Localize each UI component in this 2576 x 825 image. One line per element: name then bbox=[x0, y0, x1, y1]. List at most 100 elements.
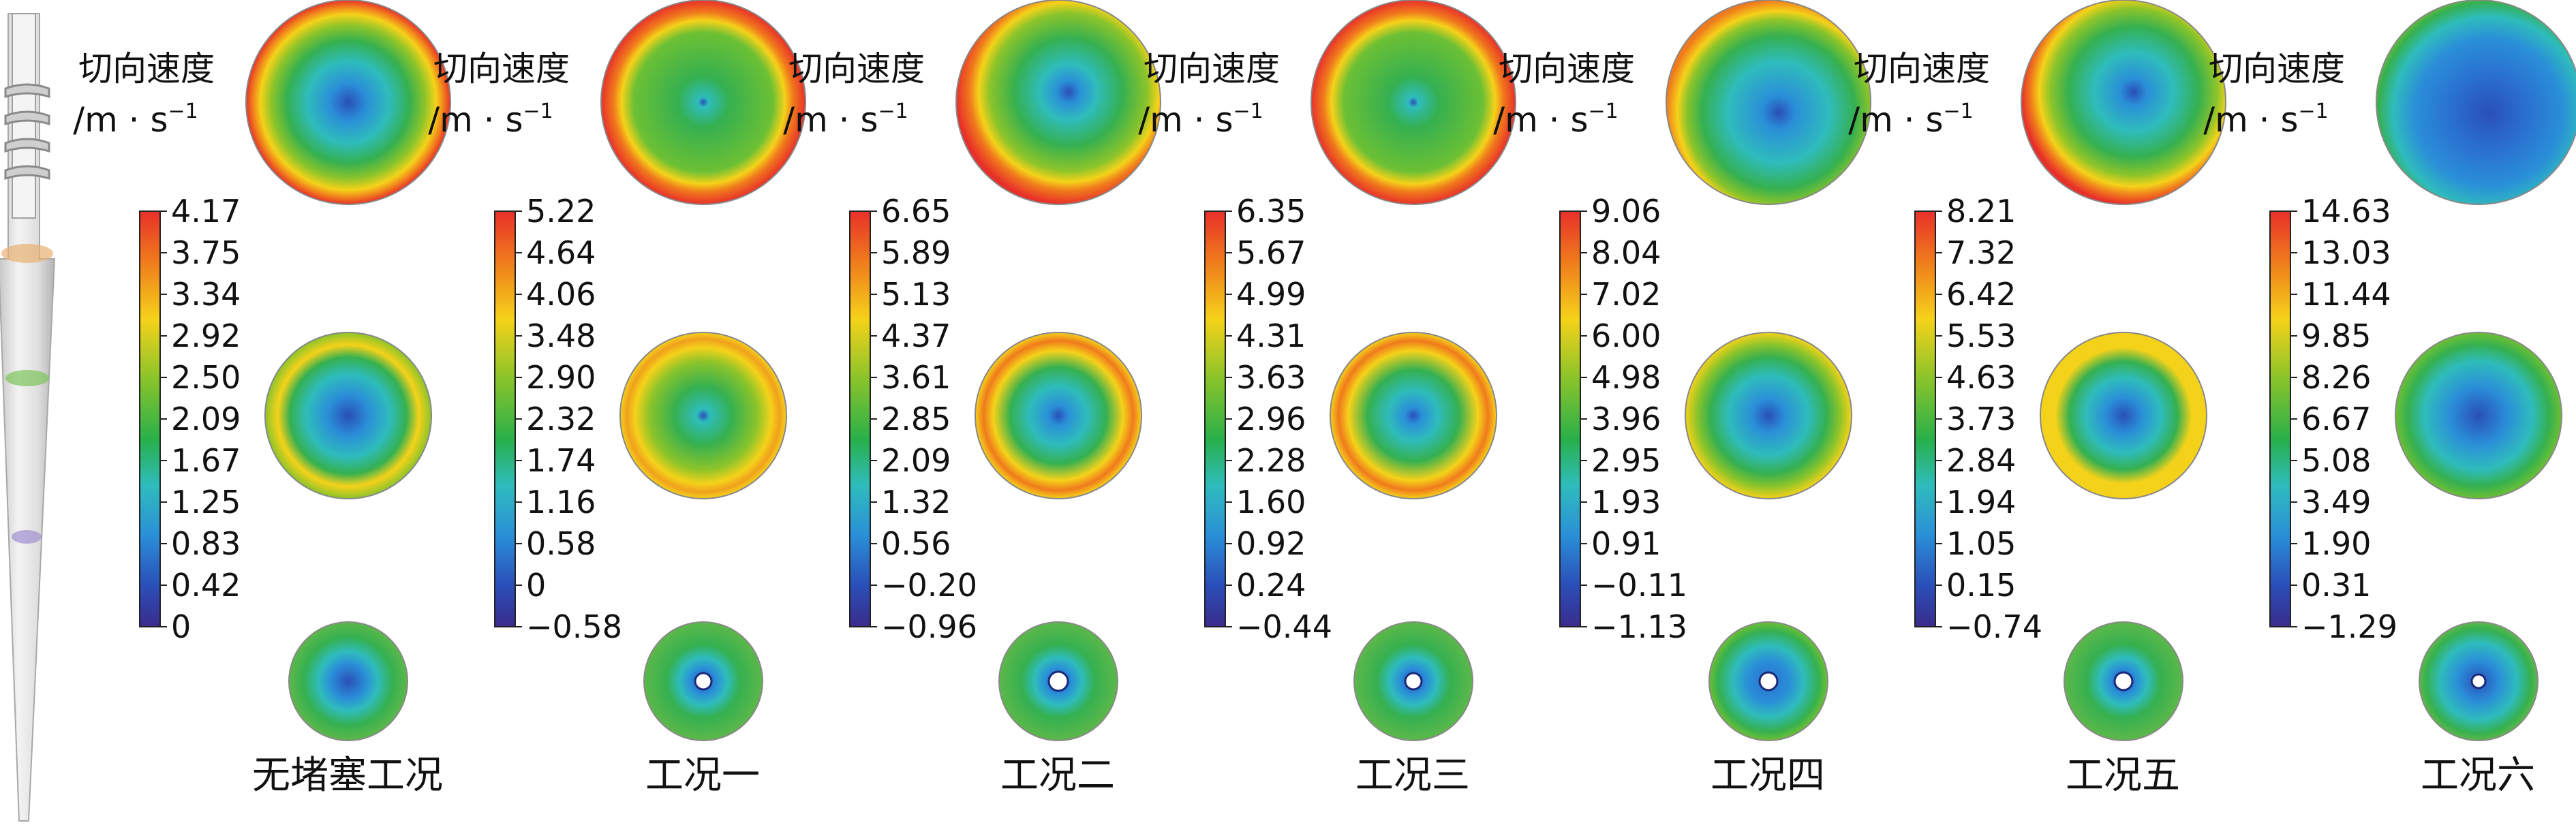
colorbar bbox=[2269, 211, 2291, 627]
colorbar bbox=[1914, 211, 1936, 627]
colorbar-tick-label: −0.44 bbox=[1236, 608, 1332, 645]
underflow-hole bbox=[1047, 670, 1069, 692]
legend-unit: /m · s−1 bbox=[1493, 99, 1619, 140]
colorbar-tick-label: 4.99 bbox=[1236, 276, 1306, 313]
legend-unit: /m · s−1 bbox=[73, 99, 198, 140]
colorbar-tick-label: 2.09 bbox=[881, 442, 951, 479]
contour-middle bbox=[2040, 332, 2207, 499]
legend-title: 切向速度 bbox=[78, 49, 215, 89]
contour-top bbox=[1666, 0, 1871, 205]
case-label: 工况一 bbox=[645, 753, 760, 798]
colorbar-tick-label: 2.96 bbox=[1236, 401, 1306, 437]
colorbar-tick-label: 4.06 bbox=[526, 276, 596, 313]
legend-unit: /m · s−1 bbox=[1848, 99, 1974, 140]
colorbar-tick-label: 0 bbox=[526, 567, 546, 604]
colorbar-tick-label: 14.63 bbox=[2301, 193, 2391, 230]
colorbar-tick-label: 8.21 bbox=[1946, 193, 2016, 230]
colorbar-tick-label: 4.63 bbox=[1946, 359, 2016, 396]
colorbar-tick-label: 9.85 bbox=[2301, 317, 2371, 354]
contour-top bbox=[245, 0, 451, 205]
colorbar-tick-label: 11.44 bbox=[2301, 276, 2391, 313]
contour-top bbox=[2021, 0, 2226, 205]
legend-unit-exponent: −1 bbox=[523, 99, 553, 123]
colorbar-tick-label: 6.35 bbox=[1236, 193, 1306, 230]
colorbar-tick-label: 5.13 bbox=[881, 276, 951, 313]
contour-top bbox=[600, 0, 806, 205]
colorbar-tick-label: 0.92 bbox=[1236, 525, 1306, 562]
colorbar-tick-label: 2.85 bbox=[881, 401, 951, 437]
colorbar-tick-label: 3.48 bbox=[526, 317, 596, 354]
colorbar-tick-label: 1.05 bbox=[1946, 525, 2016, 562]
legend-title: 切向速度 bbox=[788, 49, 925, 89]
case-label: 无堵塞工况 bbox=[252, 753, 443, 798]
colorbar-tick-label: 0.56 bbox=[881, 525, 951, 562]
colorbar bbox=[1559, 211, 1581, 627]
colorbar-tick-label: 3.49 bbox=[2301, 484, 2371, 520]
case-label: 工况三 bbox=[1355, 753, 1470, 798]
contour-top bbox=[2376, 0, 2576, 205]
contour-top bbox=[1310, 0, 1516, 205]
colorbar-tick-label: 1.67 bbox=[171, 442, 241, 479]
colorbar-tick-label: 1.25 bbox=[171, 484, 241, 520]
contour-middle bbox=[1685, 332, 1852, 499]
colorbar-tick-label: 1.93 bbox=[1591, 484, 1661, 520]
colorbar-tick-label: 5.22 bbox=[526, 193, 596, 230]
colorbar-tick-label: 1.94 bbox=[1946, 484, 2016, 520]
case-column: 切向速度/m · s−1 14.63 13.03 11.44 9.85 8.26 6.67 5… bbox=[2203, 0, 2576, 798]
case-label: 工况二 bbox=[1000, 753, 1115, 798]
case-column: 切向速度/m · s−1 4.17 3.75 3.34 2.92 2.50 2.09 1.67… bbox=[73, 0, 451, 798]
colorbar-tick-label: 4.64 bbox=[526, 234, 596, 271]
colorbar-tick-label: 9.06 bbox=[1591, 193, 1661, 230]
colorbar-tick-label: −0.96 bbox=[881, 608, 977, 645]
spiral-vanes bbox=[4, 83, 50, 181]
colorbar bbox=[1204, 211, 1226, 627]
colorbar-tick-label: −0.20 bbox=[881, 567, 977, 604]
colorbar-tick-label: 0.58 bbox=[526, 525, 596, 562]
underflow-hole bbox=[1758, 671, 1779, 691]
legend-unit: /m · s−1 bbox=[1138, 99, 1263, 140]
colorbar-tick-label: 2.32 bbox=[526, 401, 596, 437]
colorbar-tick-label: 3.34 bbox=[171, 276, 241, 313]
section-plane-top bbox=[1, 244, 53, 263]
underflow-hole bbox=[694, 672, 713, 691]
colorbar-tick-label: 1.60 bbox=[1236, 484, 1306, 520]
legend-unit: /m · s−1 bbox=[2203, 99, 2329, 140]
colorbar-tick-label: 6.42 bbox=[1946, 276, 2016, 313]
colorbar-tick-label: 7.32 bbox=[1946, 234, 2016, 271]
contour-middle bbox=[2395, 332, 2562, 499]
case-column: 切向速度/m · s−1 8.21 7.32 6.42 5.53 4.63 3.73 2.84… bbox=[1848, 0, 2226, 798]
colorbar-tick-label: 0.91 bbox=[1591, 525, 1661, 562]
colorbar-tick-label: 3.63 bbox=[1236, 359, 1306, 396]
colorbar-tick-label: −0.58 bbox=[526, 608, 622, 645]
colorbar bbox=[139, 211, 161, 627]
colorbar-tick-label: 1.90 bbox=[2301, 525, 2371, 562]
contour-top bbox=[955, 0, 1161, 205]
legend-title: 切向速度 bbox=[1499, 49, 1635, 89]
section-plane-bottom bbox=[12, 530, 42, 544]
legend-unit-exponent: −1 bbox=[1589, 99, 1619, 123]
colorbar-tick-label: 4.98 bbox=[1591, 359, 1661, 396]
contour-middle bbox=[619, 332, 787, 499]
colorbar-tick-label: 2.90 bbox=[526, 359, 596, 396]
colorbar-tick-label: 6.67 bbox=[2301, 401, 2371, 437]
case-column: 切向速度/m · s−1 6.65 5.89 5.13 4.37 3.61 2.85 2.09… bbox=[783, 0, 1161, 798]
contour-middle bbox=[1330, 332, 1497, 499]
contour-bottom bbox=[288, 621, 408, 741]
colorbar-tick-label: 0.15 bbox=[1946, 567, 2016, 604]
colorbar-tick-label: −1.29 bbox=[2301, 608, 2397, 645]
colorbar-tick-label: 2.95 bbox=[1591, 442, 1661, 479]
colorbar-tick-label: 8.04 bbox=[1591, 234, 1661, 271]
underflow-hole bbox=[1404, 672, 1423, 691]
colorbar-tick-label: 6.00 bbox=[1591, 317, 1661, 354]
colorbar-tick-label: −1.13 bbox=[1591, 608, 1687, 645]
cyclone-diagram bbox=[0, 13, 56, 822]
case-label: 工况五 bbox=[2066, 753, 2180, 798]
colorbar-tick-label: 0.24 bbox=[1236, 567, 1306, 604]
underflow-hole bbox=[2113, 671, 2134, 691]
colorbar-tick-label: 2.28 bbox=[1236, 442, 1306, 479]
colorbar-tick-label: −0.11 bbox=[1591, 567, 1687, 604]
colorbar-tick-label: 5.89 bbox=[881, 234, 951, 271]
legend-unit-exponent: −1 bbox=[2299, 99, 2329, 123]
colorbar-tick-label: 2.50 bbox=[171, 359, 241, 396]
